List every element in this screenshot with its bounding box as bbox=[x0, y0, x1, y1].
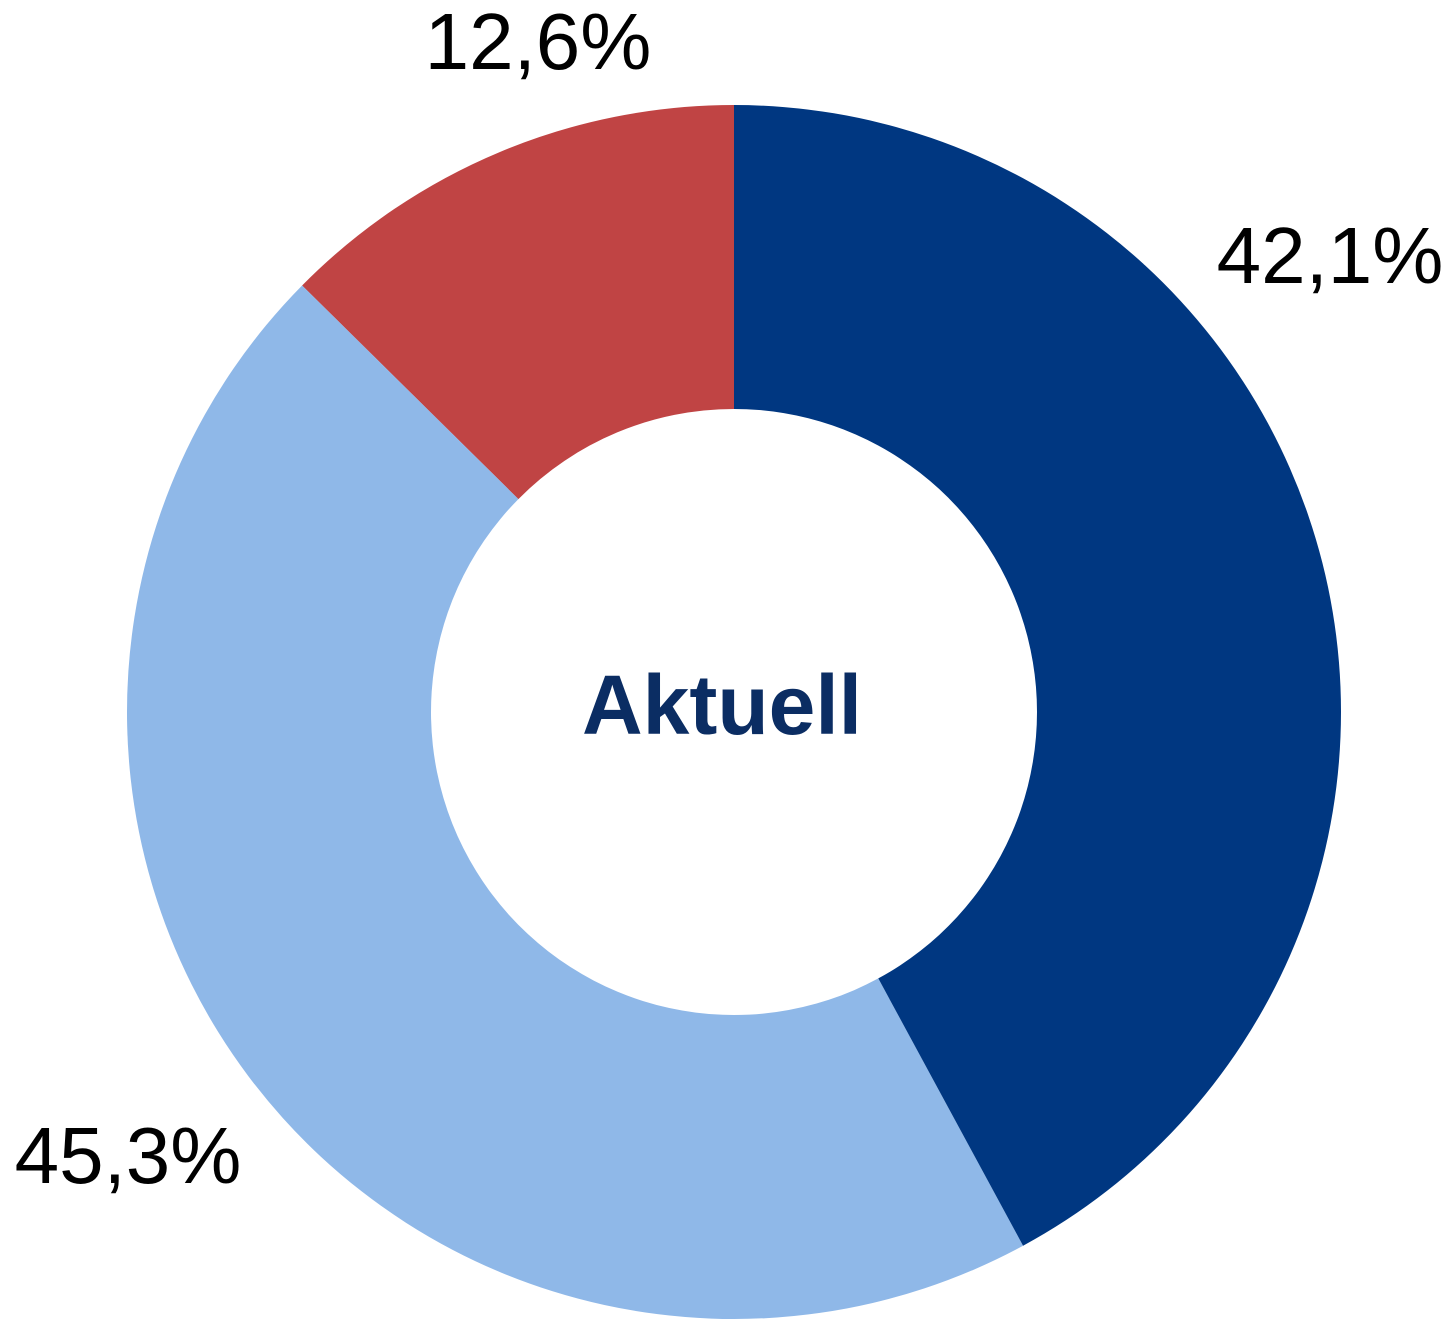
data-label: 12,6% bbox=[425, 0, 652, 86]
slice bbox=[302, 105, 734, 500]
slice bbox=[734, 105, 1341, 1246]
center-label: Aktuell bbox=[582, 658, 862, 752]
slice bbox=[127, 285, 1024, 1319]
data-label: 42,1% bbox=[1217, 211, 1444, 300]
data-label: 45,3% bbox=[15, 1111, 242, 1200]
